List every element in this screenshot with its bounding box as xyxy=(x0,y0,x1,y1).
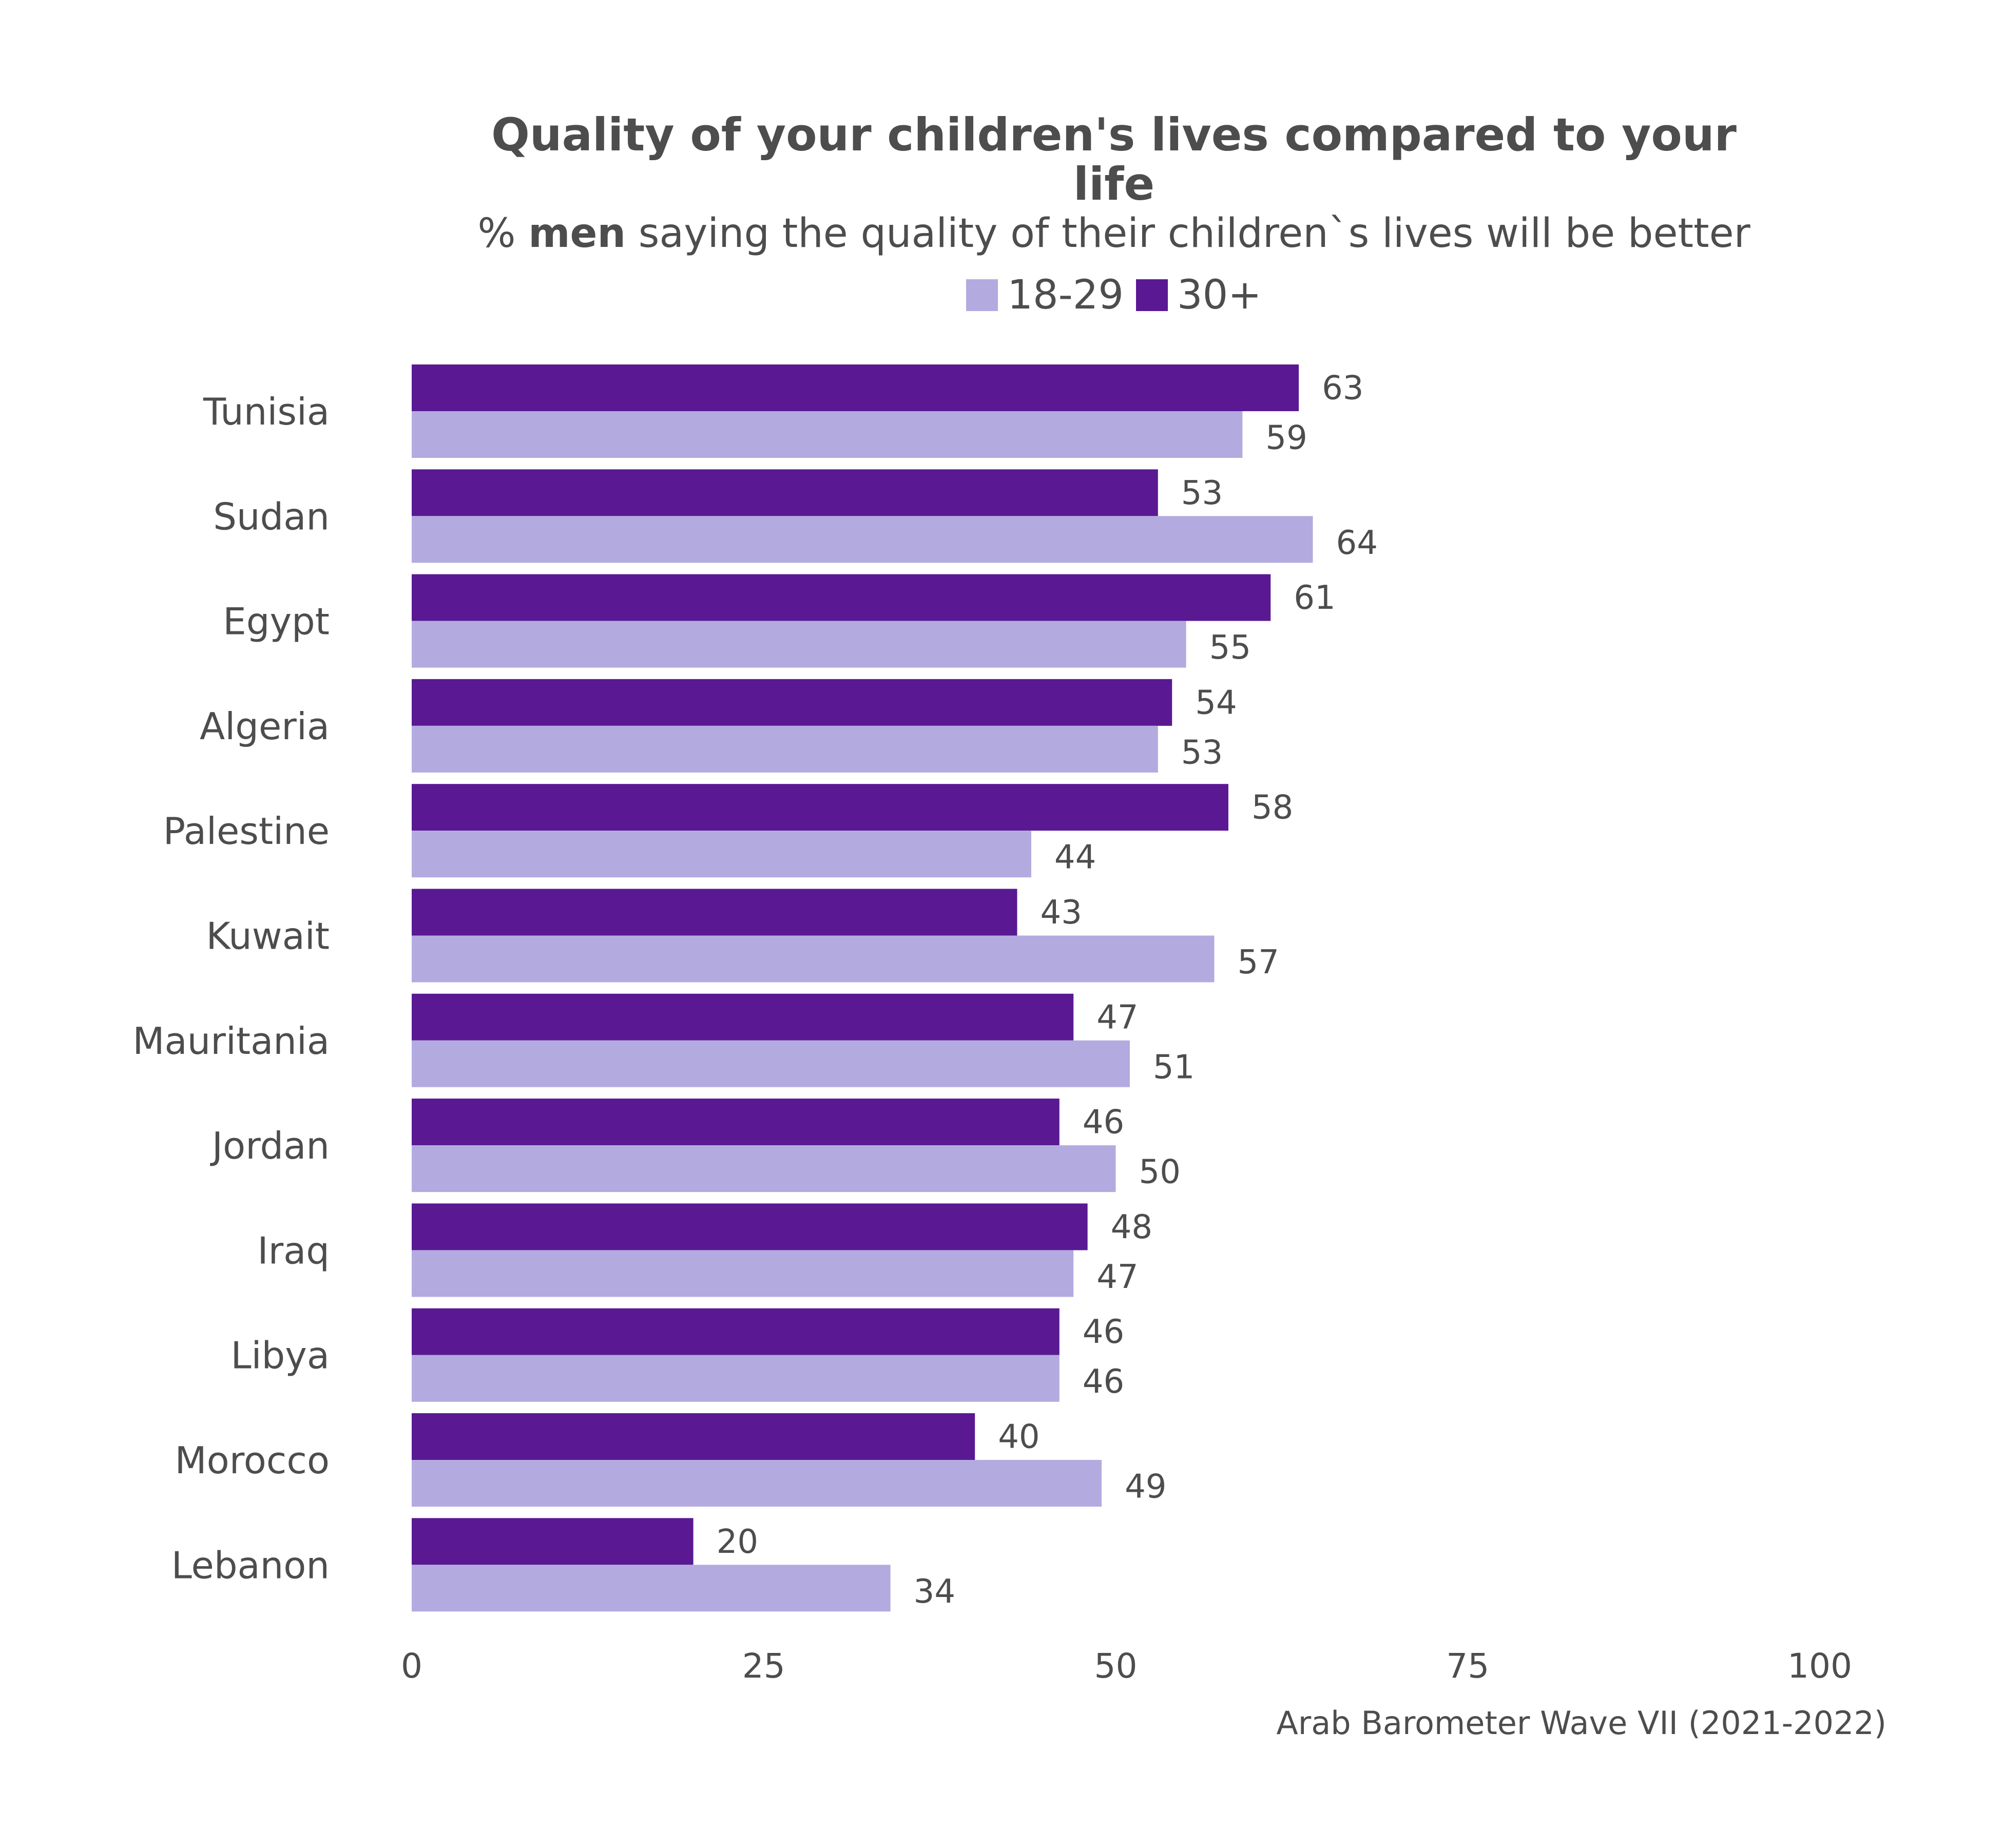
bar-18-29-kuwait xyxy=(412,935,1215,983)
legend-item-30-plus: 30+ xyxy=(1136,272,1262,318)
data-label-30-plus-egypt: 61 xyxy=(1294,579,1335,617)
x-tick-label-100: 100 xyxy=(1787,1646,1852,1686)
bar-18-29-mauritania xyxy=(412,1040,1130,1087)
bar-18-29-egypt xyxy=(412,621,1186,668)
bar-18-29-sudan xyxy=(412,516,1313,563)
data-label-18-29-libya: 46 xyxy=(1083,1363,1124,1401)
legend-swatch-18-29 xyxy=(966,279,998,311)
category-label-lebanon: Lebanon xyxy=(171,1544,330,1587)
data-label-18-29-jordan: 50 xyxy=(1139,1153,1181,1191)
data-label-30-plus-palestine: 58 xyxy=(1252,789,1293,827)
legend-swatch-30-plus xyxy=(1136,279,1168,311)
bar-30-plus-kuwait xyxy=(412,889,1017,936)
bar-30-plus-jordan xyxy=(412,1099,1060,1146)
data-label-18-29-egypt: 55 xyxy=(1209,629,1251,667)
data-label-30-plus-kuwait: 43 xyxy=(1040,894,1082,932)
x-tick-label-75: 75 xyxy=(1446,1646,1489,1686)
x-tick-label-25: 25 xyxy=(742,1646,785,1686)
bar-18-29-jordan xyxy=(412,1145,1116,1192)
data-label-18-29-algeria: 53 xyxy=(1181,734,1223,772)
legend-label-18-29: 18-29 xyxy=(1007,272,1124,318)
bar-30-plus-mauritania xyxy=(412,993,1074,1041)
data-label-18-29-lebanon: 34 xyxy=(914,1573,955,1611)
data-label-30-plus-lebanon: 20 xyxy=(717,1523,758,1561)
chart-title: Quality of your children's lives compare… xyxy=(491,108,1737,210)
x-tick-label-0: 0 xyxy=(401,1646,422,1686)
legend-item-18-29: 18-29 xyxy=(966,272,1124,318)
data-label-18-29-kuwait: 57 xyxy=(1238,944,1279,981)
bar-30-plus-lebanon xyxy=(412,1518,694,1565)
data-label-18-29-mauritania: 51 xyxy=(1153,1048,1195,1086)
bar-30-plus-algeria xyxy=(412,679,1172,726)
data-label-18-29-morocco: 49 xyxy=(1125,1468,1166,1506)
data-label-30-plus-mauritania: 47 xyxy=(1096,998,1138,1036)
bar-30-plus-libya xyxy=(412,1308,1060,1355)
data-label-18-29-tunisia: 59 xyxy=(1265,419,1307,457)
category-label-iraq: Iraq xyxy=(257,1229,330,1272)
bar-18-29-libya xyxy=(412,1355,1060,1402)
category-label-algeria: Algeria xyxy=(200,705,330,748)
chart-legend: 18-29 30+ xyxy=(0,272,2002,318)
bar-30-plus-iraq xyxy=(412,1203,1088,1250)
bar-18-29-algeria xyxy=(412,725,1158,773)
bar-18-29-morocco xyxy=(412,1460,1102,1507)
subtitle-rest: saying the quality of their children`s l… xyxy=(625,210,1750,257)
data-label-30-plus-algeria: 54 xyxy=(1195,684,1237,722)
subtitle-bold-word: men xyxy=(528,210,626,257)
category-label-tunisia: Tunisia xyxy=(203,390,330,433)
category-label-libya: Libya xyxy=(230,1334,330,1377)
legend-label-30-plus: 30+ xyxy=(1177,272,1262,318)
bar-30-plus-tunisia xyxy=(412,364,1299,411)
bar-30-plus-morocco xyxy=(412,1413,975,1460)
bar-30-plus-egypt xyxy=(412,574,1271,621)
category-label-palestine: Palestine xyxy=(163,810,330,853)
bar-18-29-palestine xyxy=(412,831,1031,878)
subtitle-prefix: % xyxy=(477,210,529,257)
data-label-30-plus-sudan: 53 xyxy=(1181,474,1223,512)
category-label-sudan: Sudan xyxy=(213,495,330,538)
chart-caption: Arab Barometer Wave VII (2021-2022) xyxy=(1276,1704,1886,1742)
bar-30-plus-palestine xyxy=(412,784,1228,831)
data-label-18-29-palestine: 44 xyxy=(1054,839,1096,877)
category-label-jordan: Jordan xyxy=(210,1124,330,1167)
data-label-30-plus-libya: 46 xyxy=(1083,1313,1124,1351)
bar-30-plus-sudan xyxy=(412,469,1158,516)
data-label-30-plus-iraq: 48 xyxy=(1111,1208,1152,1246)
category-label-mauritania: Mauritania xyxy=(132,1019,330,1063)
bar-18-29-iraq xyxy=(412,1250,1074,1297)
chart-subtitle: % men saying the quality of their childr… xyxy=(359,208,1869,259)
category-label-morocco: Morocco xyxy=(175,1439,330,1482)
bar-18-29-tunisia xyxy=(412,411,1243,458)
data-label-30-plus-jordan: 46 xyxy=(1083,1104,1124,1142)
data-label-18-29-sudan: 64 xyxy=(1336,524,1378,562)
bar-18-29-lebanon xyxy=(412,1565,891,1612)
category-label-kuwait: Kuwait xyxy=(206,915,330,958)
data-label-30-plus-tunisia: 63 xyxy=(1322,370,1363,408)
data-label-18-29-iraq: 47 xyxy=(1096,1258,1138,1296)
x-tick-label-50: 50 xyxy=(1094,1646,1138,1686)
data-label-30-plus-morocco: 40 xyxy=(998,1418,1040,1456)
category-label-egypt: Egypt xyxy=(223,600,330,643)
